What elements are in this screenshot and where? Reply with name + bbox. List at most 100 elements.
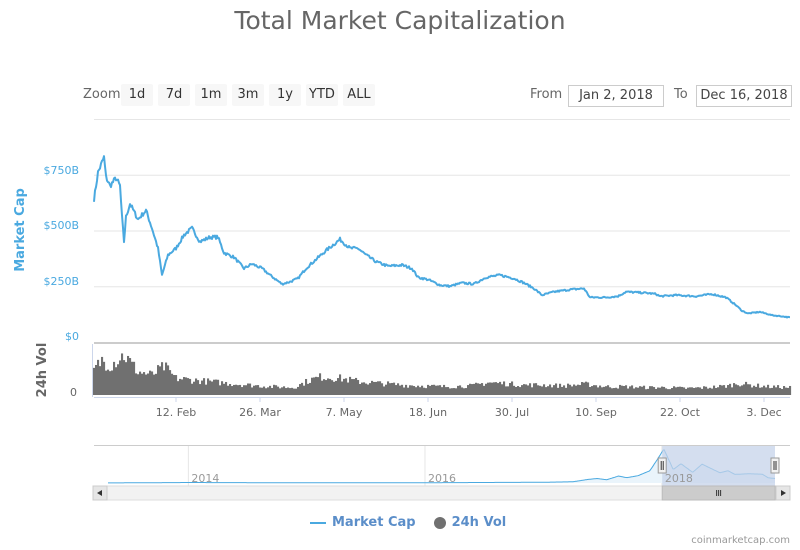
zoom-ytd-button[interactable]: YTD (306, 84, 338, 106)
from-date-input[interactable]: Jan 2, 2018 (568, 85, 664, 107)
volume-bar (347, 382, 350, 395)
zoom-1d-button[interactable]: 1d (121, 84, 153, 106)
volume-bar (117, 364, 120, 395)
volume-bar (299, 384, 302, 395)
volume-bar (531, 387, 534, 395)
volume-bar (765, 387, 768, 395)
zoom-7d-button[interactable]: 7d (158, 84, 190, 106)
volume-bar (495, 382, 498, 395)
navigator[interactable]: 2014 2016 2018 (92, 445, 791, 501)
x-axis: 12. Feb 26. Mar 7. May 18. Jun 30. Jul 10. Se… (156, 397, 782, 419)
market-cap-line[interactable] (93, 155, 790, 319)
volume-bar (109, 371, 112, 395)
volume-bar (787, 387, 790, 395)
volume-bar (655, 388, 658, 395)
volume-bar (773, 385, 776, 395)
volume-bar (147, 373, 150, 395)
volume-bar (257, 385, 260, 395)
volume-bar (557, 387, 560, 395)
volume-bar (457, 385, 460, 395)
volume-bar (317, 377, 320, 395)
volume-bar (263, 386, 266, 395)
volume-bar (719, 384, 722, 395)
volume-bar (193, 381, 196, 395)
volume-bar (543, 384, 546, 395)
volume-bar (93, 367, 96, 395)
volume-bar (785, 387, 788, 395)
volume-bar (439, 385, 442, 395)
x-tick-label: 18. Jun (409, 406, 447, 419)
volume-bar (549, 384, 552, 395)
volume-bar (215, 379, 218, 395)
volume-bar (303, 385, 306, 395)
navigator-right-handle[interactable] (770, 457, 780, 474)
volume-bar (499, 381, 502, 395)
volume-bar (101, 356, 104, 395)
volume-bar (305, 378, 308, 395)
volume-bar (301, 382, 304, 395)
volume-bar (197, 380, 200, 395)
volume-bar (343, 378, 346, 395)
zoom-3m-button[interactable]: 3m (232, 84, 264, 106)
volume-bar (625, 385, 628, 395)
legend-item-market-cap[interactable]: Market Cap (332, 515, 416, 530)
volume-bar (407, 387, 410, 395)
volume-bar (129, 358, 132, 395)
volume-bar (209, 380, 212, 395)
zoom-1y-button[interactable]: 1y (269, 84, 301, 106)
volume-bar (633, 388, 636, 395)
volume-bar (225, 381, 228, 395)
volume-bar (255, 385, 258, 395)
volume-bar (767, 384, 770, 395)
volume-bar (185, 377, 188, 395)
volume-bar (771, 387, 774, 395)
volume-bar (211, 381, 214, 395)
volume-bar (297, 386, 300, 395)
to-date-input[interactable]: Dec 16, 2018 (696, 85, 792, 107)
volume-bar (631, 385, 634, 395)
volume-bar (475, 382, 478, 395)
volume-bar (621, 385, 624, 395)
zoom-all-button[interactable]: ALL (343, 84, 375, 106)
volume-bar (511, 381, 514, 395)
y-tick-label: $250B (43, 275, 79, 288)
navigator-selection[interactable] (662, 446, 775, 486)
volume-bar (603, 386, 606, 395)
navigator-label: 2014 (191, 472, 219, 485)
volume-bar (379, 381, 382, 395)
volume-bar (333, 381, 336, 395)
volume-bar (115, 367, 118, 395)
volume-bar (629, 386, 632, 395)
volume-bar (483, 385, 486, 395)
volume-bar (597, 387, 600, 395)
volume-bar (587, 382, 590, 395)
volume-bar (349, 376, 352, 395)
volume-bar (451, 388, 454, 395)
volume-bar (515, 386, 518, 395)
volume-bar (423, 387, 426, 395)
zoom-1m-button[interactable]: 1m (195, 84, 227, 106)
volume-bar (535, 383, 538, 395)
volume-bar (613, 388, 616, 395)
volume-bar (319, 373, 322, 395)
volume-bar (671, 388, 674, 395)
x-tick-label: 30. Jul (495, 406, 529, 419)
volume-bar (399, 385, 402, 395)
volume-bar (183, 377, 186, 395)
volume-bar (541, 386, 544, 395)
volume-bar (757, 383, 760, 395)
volume-bar (583, 382, 586, 395)
legend-item-24h-vol[interactable]: 24h Vol (451, 515, 507, 530)
volume-bar (789, 385, 792, 395)
volume-bar (611, 388, 614, 395)
navigator-left-handle[interactable] (657, 457, 667, 474)
volume-bar (679, 386, 682, 395)
volume-bar (425, 388, 428, 395)
volume-bar (555, 383, 558, 395)
volume-bar (213, 379, 216, 395)
volume-bar (103, 361, 106, 395)
volume-bar (467, 385, 470, 395)
volume-bar (745, 381, 748, 395)
credit-link[interactable]: coinmarketcap.com (691, 535, 790, 546)
volume-bar (763, 385, 766, 395)
